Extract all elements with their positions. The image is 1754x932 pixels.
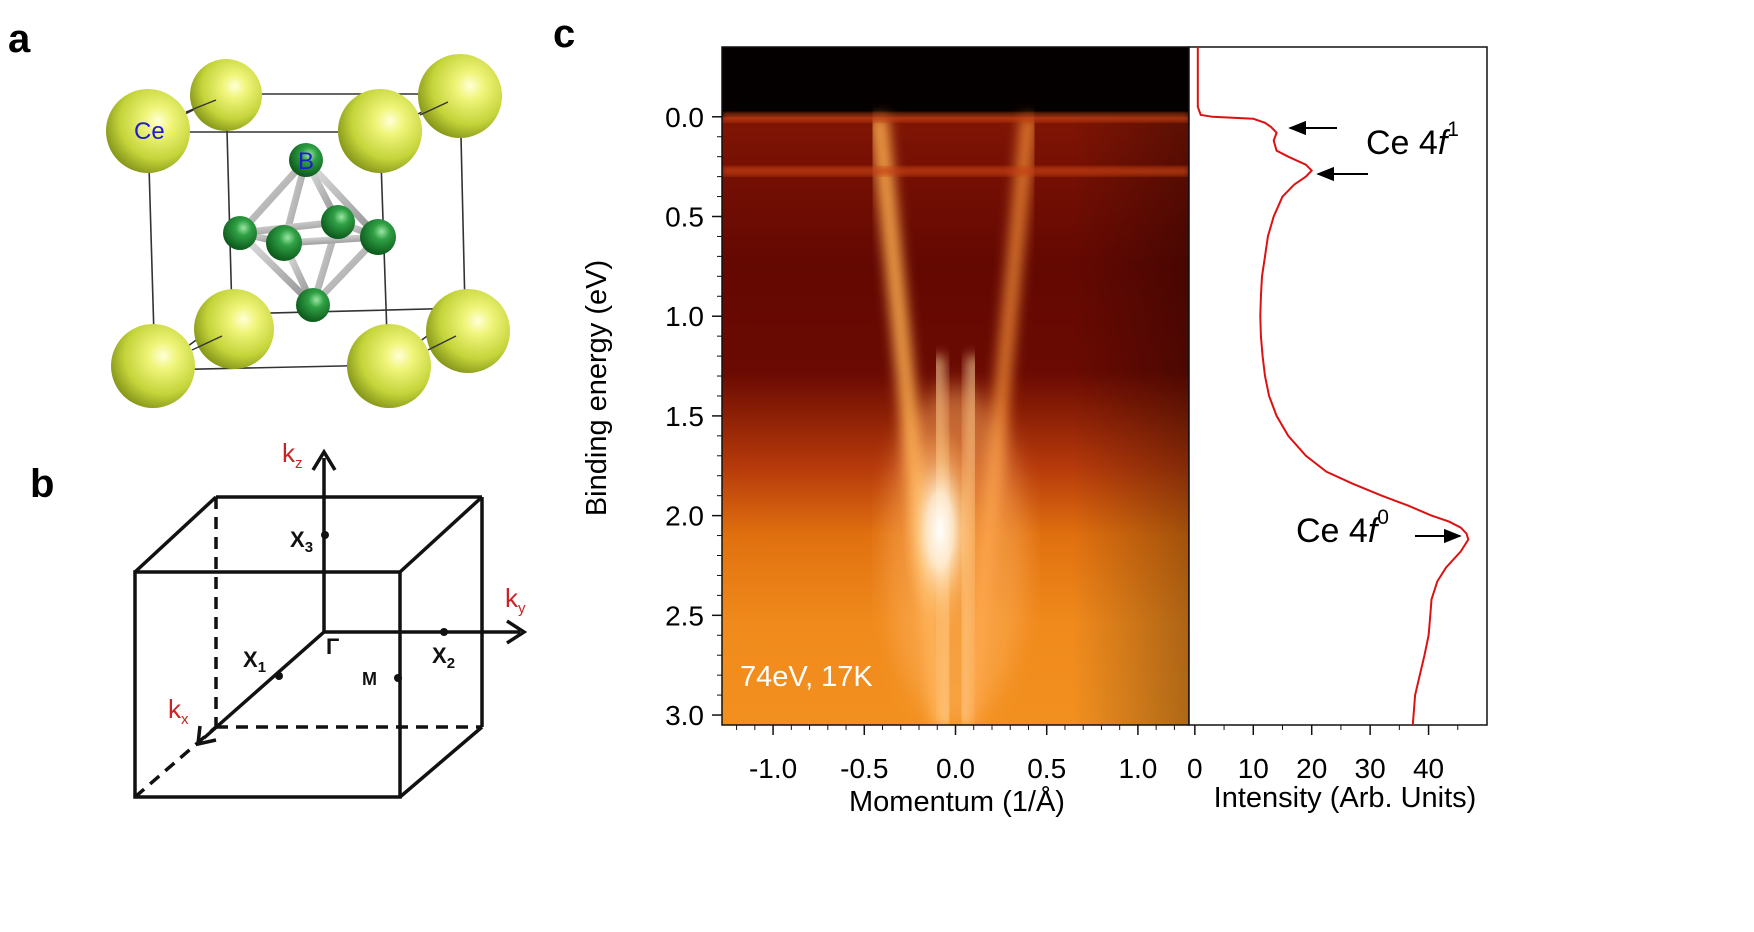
panel-c: c 74eV, 17K 0.0 0.5 1.0 1.5 2.0 2.5 3.0 -1.0 -0… [553, 12, 1488, 818]
above-fermi-region [722, 47, 1189, 117]
b-atom [289, 143, 323, 177]
x2-label: X2 [432, 643, 455, 672]
gamma-label: Γ [326, 634, 339, 659]
edc-x-tick-label: 10 [1238, 753, 1269, 784]
panel-letter-b: b [30, 462, 54, 506]
y-tick-label: 1.5 [665, 401, 704, 432]
y-axis-title: Binding energy (eV) [581, 260, 613, 516]
x-axis-title-momentum: Momentum (1/Å) [849, 785, 1065, 818]
edc-frame [1188, 46, 1488, 726]
x-tick-label: 0.0 [936, 753, 975, 784]
measurement-condition: 74eV, 17K [740, 661, 873, 693]
x-tick-label: -1.0 [749, 753, 797, 784]
x-tick-label: 1.0 [1118, 753, 1157, 784]
b-atom-label: B [298, 148, 314, 175]
ce-atom-label: Ce [134, 118, 165, 145]
panel-letter-c: c [553, 12, 575, 56]
ce-atom [418, 54, 502, 138]
ce-atom [194, 289, 274, 369]
ce-atom [338, 89, 422, 173]
panel-b: b kz ky kx X3 [30, 438, 528, 799]
y-tick-label: 0.5 [665, 202, 704, 233]
flat-bands [722, 112, 1189, 176]
b6-octahedron: B [223, 143, 396, 322]
ce-atoms-front: Ce [106, 89, 431, 408]
edc-x-tick-label: 40 [1413, 753, 1444, 784]
x-tick-label: 0.5 [1027, 753, 1066, 784]
panel-a: a [8, 17, 510, 408]
ce-atom [106, 89, 190, 173]
x1-label: X1 [243, 647, 266, 676]
x3-label: X3 [290, 527, 313, 556]
y-tick-label: 2.5 [665, 600, 704, 631]
edc-x-tick-label: 20 [1296, 753, 1327, 784]
x-axis-ticks-momentum: -1.0 -0.5 0.0 0.5 1.0 [736, 725, 1175, 784]
ce-atom [347, 324, 431, 408]
b-atom [321, 205, 355, 239]
y-tick-label: 0.0 [665, 102, 704, 133]
edc-x-tick-label: 0 [1187, 753, 1203, 784]
y-axis-ticks: 0.0 0.5 1.0 1.5 2.0 2.5 3.0 [665, 102, 722, 731]
panel-letter-a: a [8, 17, 31, 61]
annotation-ce-4f1: Ce 4f1 [1366, 118, 1459, 162]
b-atom [296, 288, 330, 322]
y-tick-label: 2.0 [665, 501, 704, 532]
edc-x-tick-label: 30 [1355, 753, 1386, 784]
ce-atom [190, 59, 262, 131]
edc-curve [1196, 47, 1470, 726]
ce-atom [426, 289, 510, 373]
flat-band [722, 166, 1189, 176]
y-tick-label: 1.0 [665, 301, 704, 332]
y-tick-label: 3.0 [665, 700, 704, 731]
kx-label: kx [168, 694, 189, 728]
b-atom [360, 219, 396, 255]
bz-cube [133, 495, 484, 799]
cell-edge-front [185, 99, 457, 351]
kx-axis [202, 630, 326, 740]
ky-label: ky [505, 583, 526, 617]
bz-high-symmetry-points [275, 531, 448, 682]
bz-k-axes [195, 448, 528, 747]
x-axis-title-intensity: Intensity (Arb. Units) [1214, 782, 1477, 814]
b-b-bonds [236, 156, 382, 309]
flat-band [722, 112, 1189, 122]
x-tick-label: -0.5 [840, 753, 888, 784]
m-label: M [362, 669, 377, 689]
kz-label: kz [282, 438, 303, 472]
ce-atoms-back [190, 54, 510, 373]
arpes-map: 74eV, 17K [722, 47, 1189, 725]
b-atom [223, 216, 257, 250]
annotation-ce-4f0: Ce 4f0 [1296, 506, 1389, 550]
b-atom [266, 225, 302, 261]
intensity-hotspot [902, 425, 978, 635]
x-axis-ticks-intensity: 0 10 20 30 40 [1187, 725, 1459, 784]
ce-atom [111, 324, 195, 408]
